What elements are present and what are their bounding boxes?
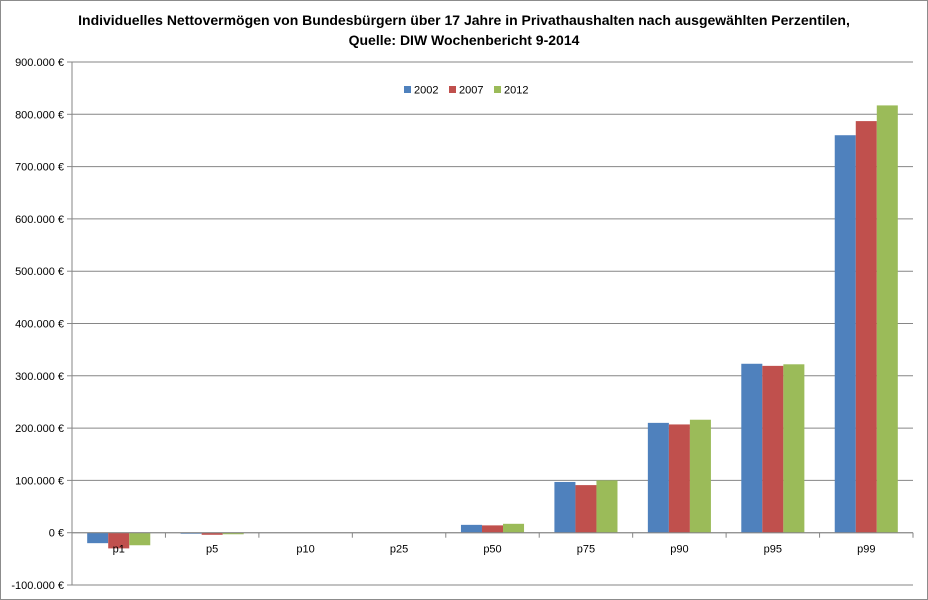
legend-label-2002: 2002 <box>414 85 438 97</box>
x-tick-label: p75 <box>577 544 595 556</box>
bar-2012-p75 <box>596 480 618 533</box>
legend-label-2012: 2012 <box>504 85 528 97</box>
bar-2012-p5 <box>222 532 244 535</box>
bar-2012-p95 <box>783 364 805 533</box>
chart-title: Individuelles Nettovermögen von Bundesbü… <box>78 12 850 28</box>
bar-2007-p1 <box>108 532 130 549</box>
bar-2007-p99 <box>855 121 877 533</box>
y-axis-tick-labels: -100.000 € 0 € 100.000 € 200.000 € 300.000 €… <box>11 57 64 592</box>
bar-2007-p5 <box>201 532 223 535</box>
x-tick-label: p10 <box>296 544 314 556</box>
x-tick-label: p95 <box>764 544 782 556</box>
y-tick-label: 200.000 € <box>15 423 64 435</box>
y-tick-label: 700.000 € <box>15 162 64 174</box>
y-tick-label: 900.000 € <box>15 57 64 69</box>
bar-2007-p50 <box>481 525 504 533</box>
bar-2002-p1 <box>87 532 109 544</box>
bar-2002-p90 <box>647 422 669 533</box>
x-tick-label: p5 <box>206 544 218 556</box>
axes <box>71 62 914 585</box>
x-tick-label: p25 <box>390 544 408 556</box>
chart-subtitle: Quelle: DIW Wochenbericht 9-2014 <box>349 32 580 48</box>
x-tick-label: p1 <box>113 544 125 556</box>
y-tick-label: 400.000 € <box>15 319 64 331</box>
bar-2012-p50 <box>503 523 525 533</box>
bar-2002-p95 <box>741 363 763 533</box>
bar-2012-p99 <box>876 105 898 533</box>
legend: 2002 2007 2012 <box>404 85 528 97</box>
bar-2012-p1 <box>129 532 151 546</box>
bar-2012-p90 <box>689 419 711 533</box>
y-tick-label: 0 € <box>49 528 64 540</box>
x-tick-label: p90 <box>670 544 688 556</box>
x-axis-tick-labels: p1 p5 p10 p25 p50 p75 p90 p95 p99 <box>113 544 876 556</box>
bar-2002-p99 <box>834 135 856 533</box>
bar-2002-p5 <box>180 532 202 534</box>
legend-swatch-2012 <box>494 86 501 93</box>
legend-label-2007: 2007 <box>459 85 483 97</box>
y-tick-label: -100.000 € <box>11 580 64 592</box>
bar-2007-p95 <box>762 365 784 533</box>
y-tick-label: 100.000 € <box>15 475 64 487</box>
legend-swatch-2002 <box>404 86 411 93</box>
y-tick-label: 800.000 € <box>15 109 64 121</box>
bars <box>87 105 898 549</box>
legend-swatch-2007 <box>449 86 456 93</box>
y-tick-label: 600.000 € <box>15 214 64 226</box>
x-tick-label: p50 <box>483 544 501 556</box>
bar-2007-p75 <box>575 485 597 533</box>
bar-2002-p75 <box>554 481 576 533</box>
bar-2002-p50 <box>460 524 482 533</box>
bar-2007-p90 <box>668 424 690 533</box>
y-tick-label: 500.000 € <box>15 266 64 278</box>
y-tick-label: 300.000 € <box>15 371 64 383</box>
x-tick-label: p99 <box>857 544 875 556</box>
